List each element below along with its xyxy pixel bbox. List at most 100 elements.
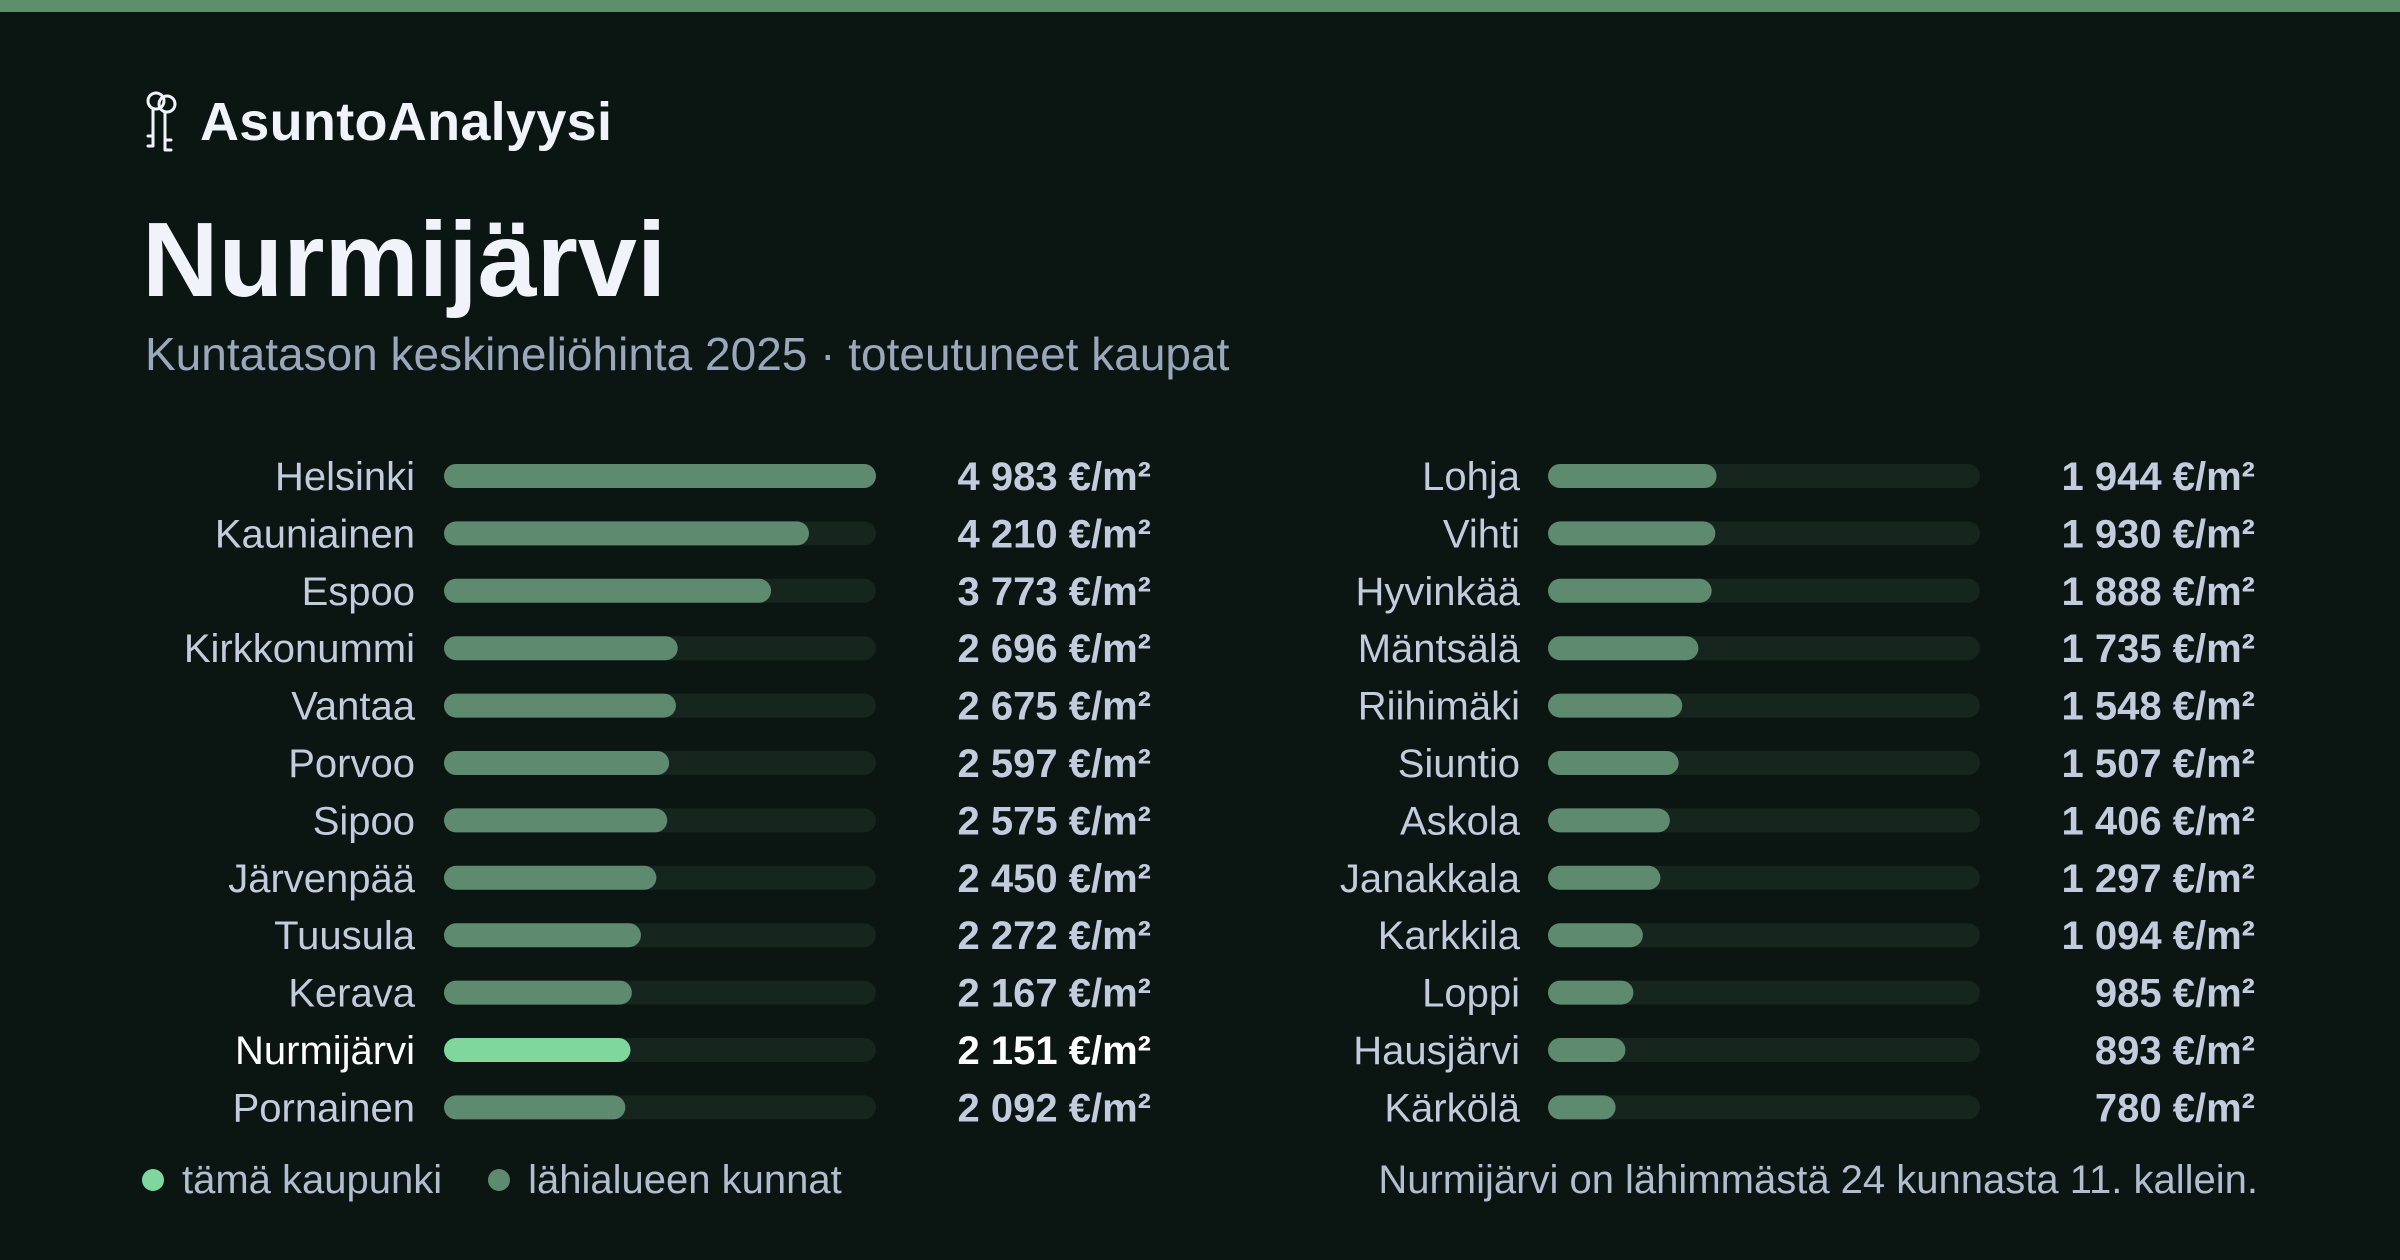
category-label: Vantaa: [291, 685, 416, 729]
category-label: Järvenpää: [228, 857, 416, 901]
bar: [444, 808, 668, 833]
chart-legend: tämä kaupunki lähialueen kunnat: [142, 1150, 888, 1210]
bar-row-hyvinkaa: Hyvinkää 1 888 €/m²: [1355, 570, 2255, 614]
legend-item-this-city: tämä kaupunki: [142, 1150, 442, 1210]
category-label: Riihimäki: [1358, 685, 1520, 729]
bar: [444, 521, 809, 546]
bar: [444, 636, 678, 661]
category-label: Pornainen: [233, 1086, 415, 1130]
bar: [1548, 980, 1634, 1005]
page-subtitle: Kuntatason keskineliöhinta 2025 · toteut…: [145, 328, 1230, 380]
bar-row-pornainen: Pornainen 2 092 €/m²: [233, 1086, 1151, 1130]
bar-row-janakkala: Janakkala 1 297 €/m²: [1340, 857, 2255, 901]
bar: [1548, 1038, 1626, 1062]
value-label: 4 983 €/m²: [958, 455, 1151, 499]
bar-row-karkkila: Karkkila 1 094 €/m²: [1378, 914, 2255, 958]
value-label: 1 297 €/m²: [2062, 857, 2255, 901]
bar-row-mantsala: Mäntsälä 1 735 €/m²: [1358, 627, 2255, 671]
bar-track: [1548, 1038, 1980, 1062]
value-label: 1 548 €/m²: [2062, 685, 2255, 729]
bar: [1548, 578, 1712, 603]
bar: [1548, 521, 1716, 546]
category-label: Hyvinkää: [1355, 570, 1520, 614]
bar-row-kauniainen: Kauniainen 4 210 €/m²: [215, 512, 1151, 556]
category-label: Sipoo: [313, 799, 415, 843]
top-accent-bar: [0, 0, 2400, 12]
legend-dot-this-city: [142, 1169, 164, 1191]
value-label: 2 092 €/m²: [958, 1086, 1151, 1130]
bar: [444, 1038, 631, 1062]
category-label: Helsinki: [275, 455, 415, 499]
category-label: Porvoo: [288, 742, 415, 786]
bar: [1548, 808, 1670, 833]
bar: [444, 980, 632, 1005]
bar: [444, 751, 670, 775]
category-label: Nurmijärvi: [235, 1029, 415, 1073]
bar-track: [1548, 1095, 1980, 1120]
bar-row-vihti: Vihti 1 930 €/m²: [1443, 512, 2255, 556]
bar-track: [1548, 980, 1980, 1005]
bar-row-askola: Askola 1 406 €/m²: [1400, 799, 2255, 843]
bar-row-jarvenpaa: Järvenpää 2 450 €/m²: [228, 857, 1151, 901]
bar-row-kerava: Kerava 2 167 €/m²: [288, 972, 1151, 1016]
bar: [1548, 923, 1643, 948]
bar-track: [1548, 923, 1980, 948]
legend-item-nearby: lähialueen kunnat: [488, 1150, 842, 1210]
category-label: Tuusula: [274, 914, 416, 958]
bar: [1548, 865, 1661, 890]
bar-row-nurmijarvi: Nurmijärvi 2 151 €/m²: [235, 1029, 1151, 1073]
category-label: Lohja: [1422, 455, 1521, 499]
bar-row-siuntio: Siuntio 1 507 €/m²: [1398, 742, 2255, 786]
brand: AsuntoAnalyysi: [140, 88, 612, 156]
category-label: Kärkölä: [1384, 1086, 1520, 1130]
value-label: 1 944 €/m²: [2062, 455, 2255, 499]
category-label: Kerava: [288, 972, 415, 1016]
bar-row-sipoo: Sipoo 2 575 €/m²: [313, 799, 1151, 843]
category-label: Siuntio: [1398, 742, 1520, 786]
bar: [1548, 464, 1717, 488]
category-label: Kirkkonummi: [184, 627, 415, 671]
value-label: 1 406 €/m²: [2062, 799, 2255, 843]
bar-row-hausjarvi: Hausjärvi 893 €/m²: [1353, 1029, 2255, 1073]
value-label: 780 €/m²: [2095, 1086, 2255, 1130]
value-label: 2 450 €/m²: [958, 857, 1151, 901]
brand-name: AsuntoAnalyysi: [200, 92, 613, 152]
bar-row-karkola: Kärkölä 780 €/m²: [1384, 1086, 2255, 1130]
bar: [1548, 693, 1683, 718]
category-label: Karkkila: [1378, 914, 1521, 958]
category-label: Espoo: [302, 570, 415, 614]
bar-row-porvoo: Porvoo 2 597 €/m²: [288, 742, 1151, 786]
bar: [1548, 636, 1699, 661]
value-label: 1 930 €/m²: [2062, 512, 2255, 556]
page-title: Nurmijärvi: [142, 201, 667, 319]
bar: [444, 1095, 626, 1120]
value-label: 985 €/m²: [2095, 972, 2255, 1016]
bar: [444, 865, 657, 890]
value-label: 1 888 €/m²: [2062, 570, 2255, 614]
value-label: 2 151 €/m²: [958, 1029, 1151, 1073]
value-label: 2 575 €/m²: [958, 799, 1151, 843]
value-label: 893 €/m²: [2095, 1029, 2255, 1073]
bar: [1548, 1095, 1616, 1120]
category-label: Kauniainen: [215, 512, 415, 556]
legend-label-this-city: tämä kaupunki: [182, 1158, 443, 1202]
bar: [444, 923, 641, 948]
bar: [444, 693, 676, 718]
bar-row-espoo: Espoo 3 773 €/m²: [302, 570, 1151, 614]
bar: [444, 578, 772, 603]
value-label: 1 735 €/m²: [2062, 627, 2255, 671]
bar-row-lohja: Lohja 1 944 €/m²: [1422, 455, 2255, 499]
bar-row-riihimaki: Riihimäki 1 548 €/m²: [1358, 685, 2255, 729]
legend-label-nearby: lähialueen kunnat: [528, 1158, 842, 1202]
legend-dot-nearby: [488, 1169, 511, 1191]
category-label: Mäntsälä: [1358, 627, 1521, 671]
bar: [444, 464, 876, 488]
bar: [1548, 751, 1679, 775]
ranking-footnote: Nurmijärvi on lähimmästä 24 kunnasta 11.…: [1378, 1158, 2258, 1202]
bar-row-vantaa: Vantaa 2 675 €/m²: [291, 685, 1151, 729]
value-label: 3 773 €/m²: [958, 570, 1151, 614]
bar-row-kirkkonummi: Kirkkonummi 2 696 €/m²: [184, 627, 1151, 671]
value-label: 2 675 €/m²: [958, 685, 1151, 729]
category-label: Vihti: [1443, 512, 1520, 556]
